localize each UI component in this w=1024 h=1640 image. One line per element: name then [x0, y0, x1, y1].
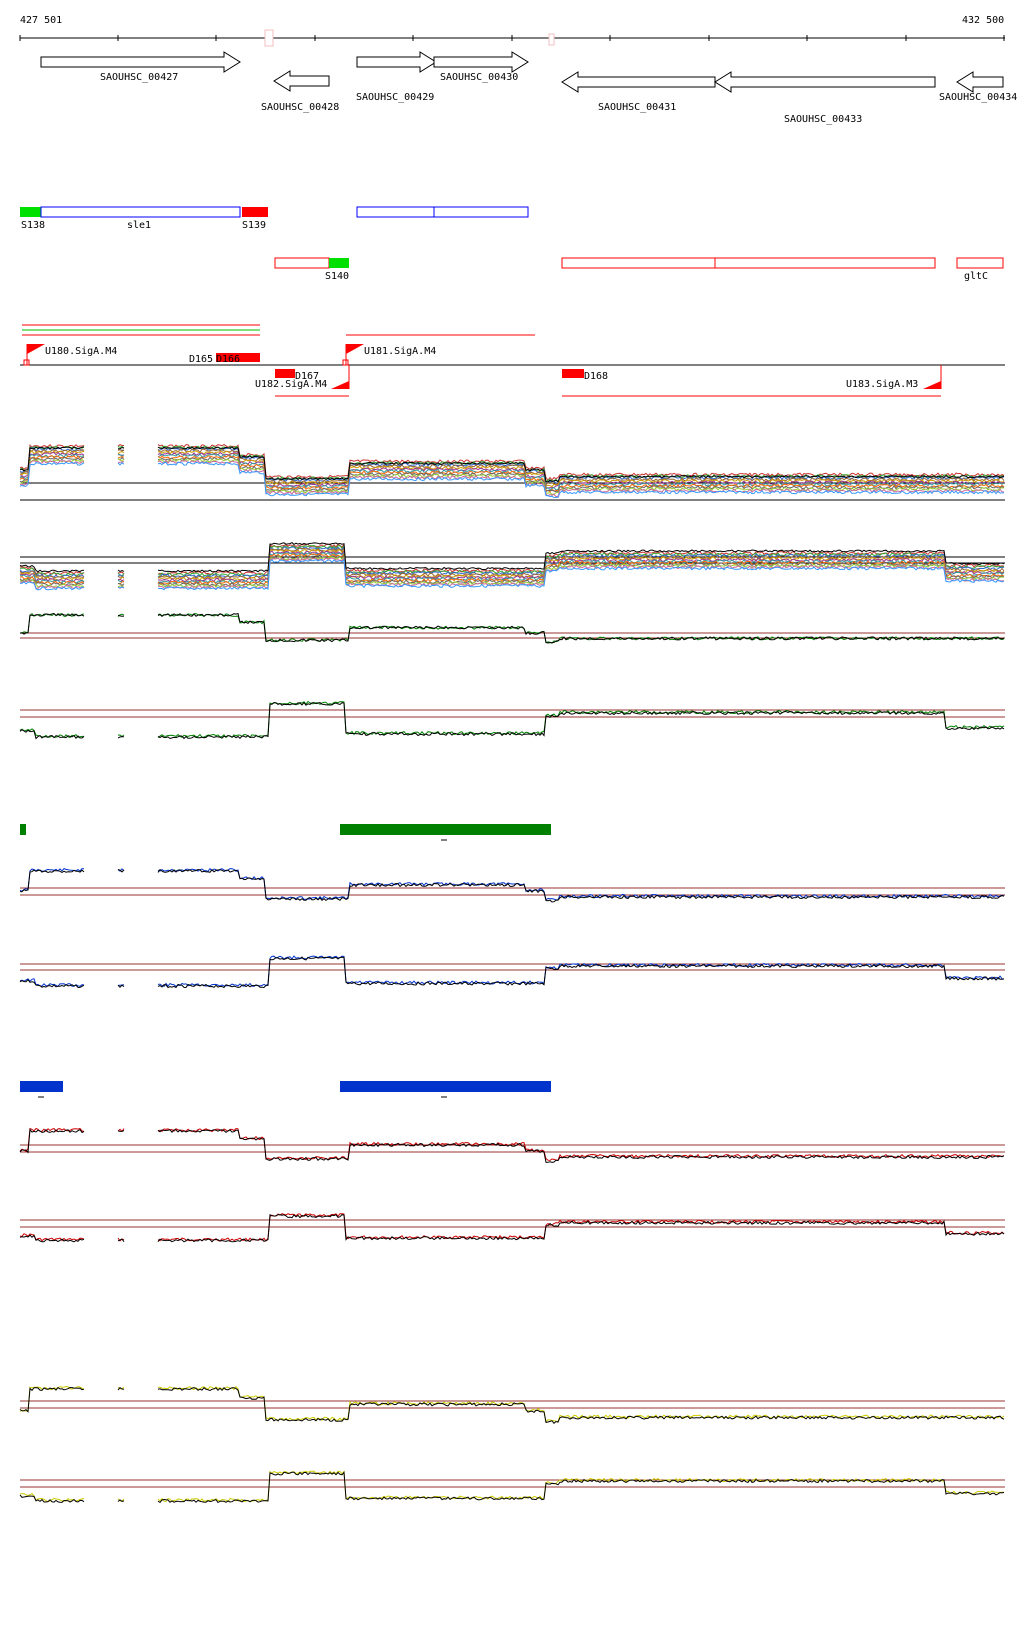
annotation-box-s140[interactable] [329, 258, 349, 268]
down-region-box[interactable] [562, 369, 584, 378]
promoter-flag[interactable] [346, 344, 364, 354]
gene-arrow[interactable] [714, 71, 936, 93]
transcription-unit-track: U180.SigA.M4 U181.SigA.M4 U182.SigA.M4 U… [20, 324, 1005, 397]
segment-bar[interactable] [340, 824, 551, 835]
down-region-label: D167 [295, 371, 319, 382]
tu-label: U182.SigA.M4 [255, 379, 327, 390]
segment-track-green [20, 824, 551, 841]
condition-profile [19, 1385, 1005, 1423]
gene-label: SAOUHSC_00430 [440, 72, 518, 83]
annotation-label: sle1 [127, 220, 151, 231]
ruler-ticks [19, 35, 1005, 41]
annotation-box[interactable] [356, 206, 435, 218]
annotation-label: gltC [964, 271, 988, 282]
condition-profile [19, 1214, 1005, 1243]
condition-profile [19, 701, 1005, 740]
gene-labels: SAOUHSC_00427 SAOUHSC_00428 SAOUHSC_0042… [100, 72, 1017, 125]
condition-profile [19, 1471, 1005, 1504]
annotation-label: S140 [325, 271, 349, 282]
segment-track-blue [20, 1081, 551, 1098]
sample-profile [19, 455, 1005, 493]
gene-label: SAOUHSC_00431 [598, 102, 676, 113]
gene-label: SAOUHSC_00434 [939, 92, 1017, 103]
down-region-label: D166 [216, 354, 240, 365]
ruler-gap-marker [264, 29, 274, 47]
annotation-box-sle1[interactable] [40, 206, 241, 218]
gene-label: SAOUHSC_00429 [356, 92, 434, 103]
sample-profile [19, 448, 1005, 486]
gene-arrow[interactable] [40, 51, 241, 73]
annotation-box-s139[interactable] [242, 207, 268, 217]
condition-profile [19, 1386, 1005, 1425]
down-region-box[interactable] [275, 369, 295, 378]
annotation-box[interactable] [433, 206, 529, 218]
condition-profile [19, 955, 1005, 988]
annotation-box[interactable] [274, 257, 330, 269]
gene-arrow[interactable] [561, 71, 716, 93]
promoter-flag[interactable] [27, 344, 45, 354]
gene-label: SAOUHSC_00427 [100, 72, 178, 83]
annotation-label: S138 [21, 220, 45, 231]
segment-bar[interactable] [20, 824, 26, 835]
ruler-end-label: 432 500 [962, 15, 1004, 26]
sample-profile [19, 558, 1005, 591]
sample-profile [19, 542, 1005, 573]
annotation-plus-track: S138 sle1 S139 [20, 206, 529, 231]
gene-label: SAOUHSC_00428 [261, 102, 339, 113]
gene-arrow[interactable] [956, 71, 1004, 93]
annotation-minus-track: S140 gltC [274, 257, 1004, 282]
condition-profile [19, 613, 1005, 644]
sample-profile [19, 446, 1005, 483]
condition-profile [19, 956, 1005, 989]
down-region-label: D168 [584, 371, 608, 382]
coordinate-ruler: 427 501 432 500 [19, 15, 1005, 47]
ruler-start-label: 427 501 [20, 15, 62, 26]
sample-profile [19, 461, 1005, 499]
segment-bar[interactable] [20, 1081, 63, 1092]
annotation-box[interactable] [561, 257, 716, 269]
gene-label: SAOUHSC_00433 [784, 114, 862, 125]
tu-label: U183.SigA.M3 [846, 379, 918, 390]
annotation-box[interactable] [714, 257, 936, 269]
tu-label: U180.SigA.M4 [45, 346, 117, 357]
gene-track [40, 51, 1004, 93]
condition-profile [19, 1127, 1005, 1161]
down-region-box[interactable] [216, 353, 260, 362]
condition-profile [19, 1128, 1005, 1163]
down-region-label: D165 [189, 354, 213, 365]
annotation-box-s138[interactable] [20, 207, 41, 217]
gene-arrow[interactable] [356, 51, 437, 73]
sample-profile [19, 459, 1005, 497]
promoter-flag[interactable] [331, 381, 349, 389]
annotation-box-gltc[interactable] [956, 257, 1004, 269]
segment-bar[interactable] [340, 1081, 551, 1092]
sample-profile [19, 554, 1005, 587]
gene-arrow[interactable] [273, 70, 330, 92]
tu-label: U181.SigA.M4 [364, 346, 436, 357]
gene-arrow[interactable] [433, 51, 529, 73]
annotation-label: S139 [242, 220, 266, 231]
expression-tracks [19, 443, 1005, 1504]
ruler-gap-marker [548, 33, 555, 46]
condition-profile [19, 612, 1005, 644]
condition-profile [20, 1470, 1004, 1503]
promoter-flag[interactable] [923, 381, 941, 389]
condition-profile [19, 868, 1005, 903]
